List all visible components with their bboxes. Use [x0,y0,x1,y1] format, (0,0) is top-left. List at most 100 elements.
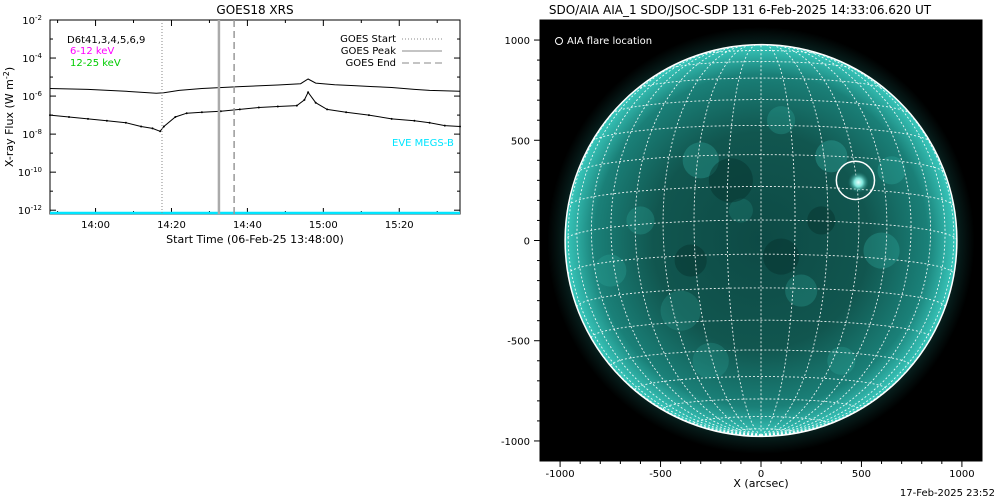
active-region-glow [626,206,655,235]
goes-series-point [345,111,348,114]
goes-y-tick-label: 10-4 [22,52,42,65]
active-region-glow [863,232,900,269]
grid-longitude-line [634,45,762,436]
flare-brightening [847,171,869,193]
active-region-glow [728,198,753,223]
goes-series-point [326,108,329,111]
active-region-glow [877,156,906,185]
goes-series-point [413,119,416,122]
active-region-glow [660,290,701,331]
grid-longitude-line [760,44,860,436]
goes-y-tick-base: 10 [18,168,31,179]
solar-disk [565,44,957,437]
aia-x-tick-label: -1000 [546,469,575,480]
grid-longitude-line [610,46,762,436]
grid-longitude-line [760,46,912,436]
footer-timestamp: 17-Feb-2025 23:52 [900,488,995,499]
goes-y-tick-base: 10 [22,130,35,141]
goes-x-tick-label: 14:20 [157,220,186,231]
band-6-12-label: 6-12 keV [70,46,114,57]
aia-y-axis: -1000 -500 0 500 1000 [501,36,540,448]
solar-disk-texture [594,106,906,379]
aia-image-panel: SDO/AIA AIA_1 SDO/JSOC-SDP 131 6-Feb-202… [501,3,983,490]
goes-y-tick-base: 10 [22,92,35,103]
flare-location-circle [835,160,876,201]
aia-x-axis: -1000 -500 0 500 1000 [546,461,975,480]
goes-series-point [105,119,108,122]
goes-series-point [87,117,89,120]
grid-longitude-line [662,44,762,436]
goes-x-axis: 14:00 14:20 14:40 15:00 15:20 [57,20,438,231]
grid-latitude-line [662,398,860,410]
grid-latitude-line [576,154,946,174]
grid-longitude-line [590,47,762,436]
goes-chart-title: GOES18 XRS [216,3,293,17]
goes-series-point [200,111,203,114]
aia-y-tick-label: -1000 [501,437,530,448]
heliographic-grid [565,44,957,436]
solar-limb [564,43,958,438]
goes-x-axis-label: Start Time (06-Feb-25 13:48:00) [166,233,344,246]
goes-y-tick-exp: -6 [35,90,43,98]
grid-longitude-line [567,74,762,436]
goes-series-point [162,125,165,128]
goes-series-point [367,114,370,117]
band-12-25-label: 12-25 keV [70,58,121,69]
goes-x-tick-label: 15:00 [309,220,338,231]
coronal-hole [763,238,800,275]
detectors-label: D6t41,3,4,5,6,9 [67,35,145,46]
goes-y-tick-label: 10-10 [18,166,42,179]
flare-legend-marker [555,37,563,45]
eve-megs-label: EVE MEGS-B [392,138,454,149]
goes-series-point [159,130,162,133]
goes-series-point [151,127,154,130]
goes-y-tick-base: 10 [18,206,31,217]
goes-series-point [49,114,51,117]
goes-series-point [257,106,260,109]
goes-series-point [459,125,461,128]
aia-x-axis-label: X (arcsec) [733,477,788,490]
goes-y-tick-exp: -2 [35,14,42,22]
goes-y-axis-label: X-ray Flux (W m-2) [2,67,16,167]
goes-y-tick-label: 10-6 [22,90,42,103]
active-region-glow [827,346,856,375]
grid-longitude-line [726,44,762,436]
aia-y-tick-label: 1000 [505,36,530,47]
goes-y-tick-label: 10-12 [18,204,42,217]
goes-series-point [124,121,127,124]
grid-longitude-line [760,45,888,436]
coronal-hole [674,244,707,277]
grid-latitude-line [592,124,930,142]
goes-series-point [185,112,188,115]
active-region-glow [594,254,627,287]
goes-y-tick-base: 10 [22,54,35,65]
legend-goes-end: GOES End [346,58,396,69]
legend-goes-start: GOES Start [340,34,396,45]
goes-series-group [49,78,461,215]
grid-longitude-line [760,74,955,436]
goes-legend: GOES Start GOES Peak GOES End [340,34,442,69]
goes-y-tick-label: 10-2 [22,14,42,27]
active-region-glow [692,342,729,379]
goes-series-point [238,108,241,111]
goes-series-point [314,101,317,104]
goes-y-axis-label-close: ) [3,67,16,71]
goes-event-markers [161,20,235,214]
goes-series-point [219,110,222,113]
goes-series-point [140,125,143,128]
grid-longitude-line [760,47,932,436]
goes-series-point [307,91,310,94]
goes-y-tick-base: 10 [22,16,35,27]
aia-y-tick-label: 500 [511,136,530,147]
goes-x-tick-label: 14:00 [81,220,110,231]
grid-longitude-line [693,44,762,436]
goes-x-tick-label: 14:40 [233,220,262,231]
grid-longitude-line [760,44,796,436]
grid-longitude-line [760,44,829,436]
goes-y-tick-exp: -12 [31,204,42,212]
flare-legend-label: AIA flare location [567,36,652,47]
goes-series-point [303,98,306,101]
goes-series-point [174,116,177,118]
